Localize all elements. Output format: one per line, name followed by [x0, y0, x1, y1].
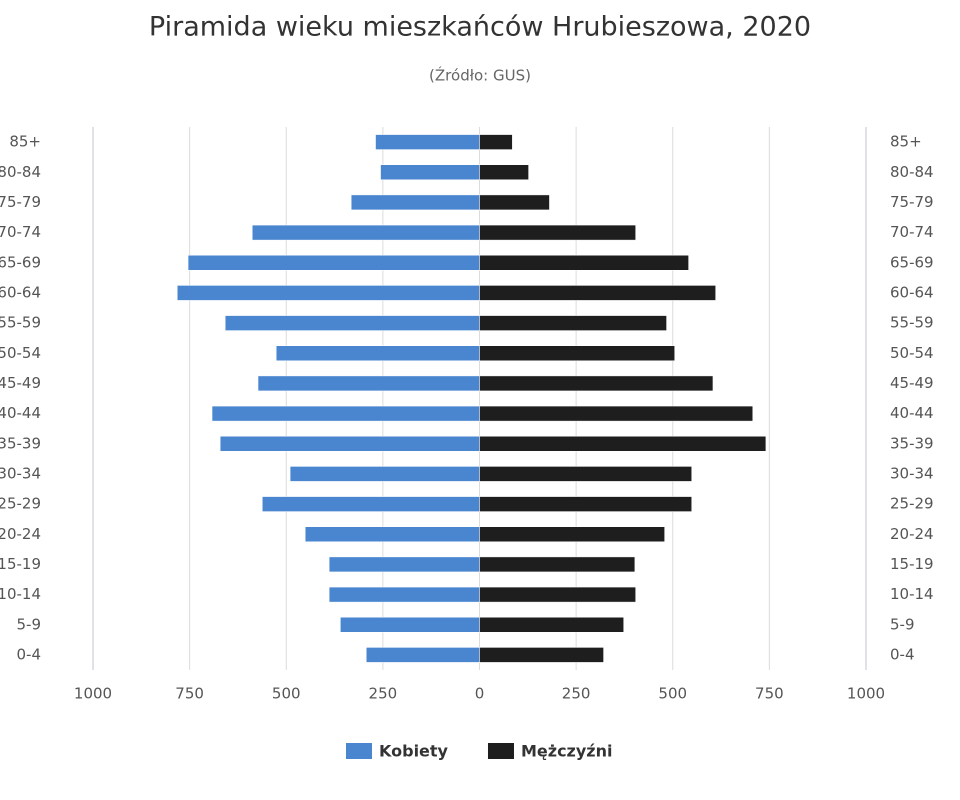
y-tick-label: 5-9: [17, 615, 42, 633]
bar: [340, 617, 480, 633]
bar: [375, 134, 480, 150]
legend-label: Kobiety: [379, 742, 449, 761]
x-tick-label: 250: [562, 685, 591, 703]
y-tick-label: 0-4: [17, 645, 42, 663]
y-tick-label: 85+: [9, 133, 41, 151]
bar: [251, 224, 480, 241]
bar: [187, 255, 480, 271]
y-tick-label: 65-69: [0, 253, 41, 271]
bar: [211, 405, 480, 422]
y-tick-label: 10-14: [890, 585, 934, 603]
x-tick-label: 500: [658, 685, 687, 703]
y-tick-label: 5-9: [890, 615, 915, 633]
y-tick-label: 55-59: [890, 314, 934, 332]
bar: [380, 164, 480, 180]
bar: [479, 164, 529, 180]
y-tick-label: 75-79: [890, 193, 934, 211]
bar: [479, 375, 714, 392]
x-tick-label: 500: [272, 685, 301, 703]
bar: [328, 586, 480, 603]
bar: [262, 496, 480, 512]
y-tick-label: 45-49: [890, 374, 934, 392]
bar: [479, 405, 754, 422]
y-tick-label: 45-49: [0, 374, 41, 392]
y-tick-label: 35-39: [0, 434, 41, 452]
legend-swatch: [487, 743, 514, 759]
y-tick-label: 20-24: [0, 525, 41, 543]
x-tick-label: 1000: [847, 685, 885, 703]
bar: [328, 556, 480, 573]
y-tick-label: 15-19: [890, 555, 934, 573]
y-tick-label: 20-24: [890, 525, 934, 543]
x-tick-label: 750: [175, 685, 204, 703]
bar: [350, 194, 480, 211]
bar: [366, 647, 480, 663]
y-tick-label: 25-29: [890, 495, 934, 513]
bar: [479, 617, 624, 633]
y-tick-label: 0-4: [890, 645, 915, 663]
y-tick-label: 30-34: [0, 464, 41, 482]
bar: [479, 436, 767, 452]
bar: [479, 586, 636, 603]
y-tick-label: 65-69: [890, 253, 934, 271]
y-tick-label: 60-64: [890, 283, 934, 301]
y-tick-label: 75-79: [0, 193, 41, 211]
bar: [479, 345, 675, 361]
y-tick-label: 40-44: [0, 404, 41, 422]
bar: [479, 526, 665, 542]
y-tick-label: 35-39: [890, 434, 934, 452]
y-tick-label: 80-84: [890, 163, 934, 181]
y-tick-label: 40-44: [890, 404, 934, 422]
bar: [304, 526, 480, 542]
bar: [479, 556, 636, 573]
bar: [479, 285, 716, 301]
bar: [479, 315, 667, 331]
bar: [479, 496, 692, 512]
y-tick-label: 60-64: [0, 283, 41, 301]
legend-label: Mężczyźni: [521, 742, 613, 761]
y-tick-label: 55-59: [0, 314, 41, 332]
y-tick-label: 25-29: [0, 495, 41, 513]
y-tick-label: 50-54: [890, 344, 934, 362]
x-tick-label: 750: [755, 685, 784, 703]
bar: [224, 315, 480, 331]
x-tick-label: 1000: [74, 685, 112, 703]
bar: [257, 375, 480, 392]
y-tick-label: 30-34: [890, 464, 934, 482]
chart-title: Piramida wieku mieszkańców Hrubieszowa, …: [149, 12, 811, 43]
y-tick-label: 70-74: [890, 223, 934, 241]
y-tick-label: 70-74: [0, 223, 41, 241]
y-tick-label: 50-54: [0, 344, 41, 362]
bar: [479, 255, 689, 271]
bar: [479, 466, 692, 482]
bar: [479, 647, 604, 663]
bar: [479, 194, 550, 211]
y-tick-label: 80-84: [0, 163, 41, 181]
bar: [219, 436, 480, 452]
bar: [479, 134, 513, 150]
bar: [289, 466, 480, 482]
y-tick-label: 85+: [890, 133, 922, 151]
x-tick-label: 0: [475, 685, 485, 703]
bar: [479, 224, 636, 241]
x-tick-label: 250: [369, 685, 398, 703]
bar: [177, 285, 480, 301]
y-tick-label: 10-14: [0, 585, 41, 603]
y-tick-label: 15-19: [0, 555, 41, 573]
legend-swatch: [346, 743, 372, 759]
bar: [275, 345, 480, 361]
chart-subtitle: (Źródło: GUS): [429, 66, 531, 85]
